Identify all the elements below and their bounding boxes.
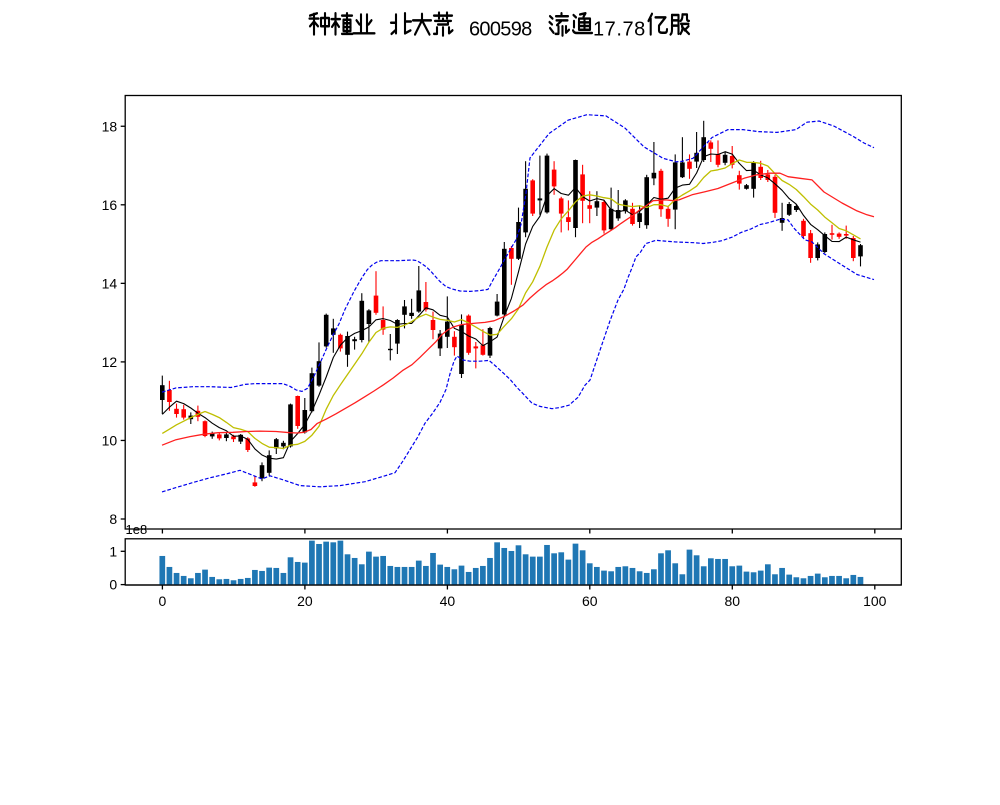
svg-text:40: 40 [440,593,456,609]
svg-text:10: 10 [102,432,118,448]
svg-text:8: 8 [109,511,117,527]
svg-text:1: 1 [109,543,117,559]
svg-text:80: 80 [725,593,741,609]
svg-text:0: 0 [109,577,117,593]
svg-text:12: 12 [102,354,118,370]
svg-text:1e8: 1e8 [126,522,148,537]
svg-text:17.78: 17.78 [593,19,646,41]
svg-text:16: 16 [102,197,118,213]
svg-text:20: 20 [297,593,313,609]
svg-text:60: 60 [582,593,598,609]
svg-text:18: 18 [102,118,118,134]
svg-text:0: 0 [159,593,167,609]
svg-text:600598: 600598 [469,19,532,41]
svg-text:14: 14 [102,275,118,291]
svg-text:100: 100 [863,593,887,609]
